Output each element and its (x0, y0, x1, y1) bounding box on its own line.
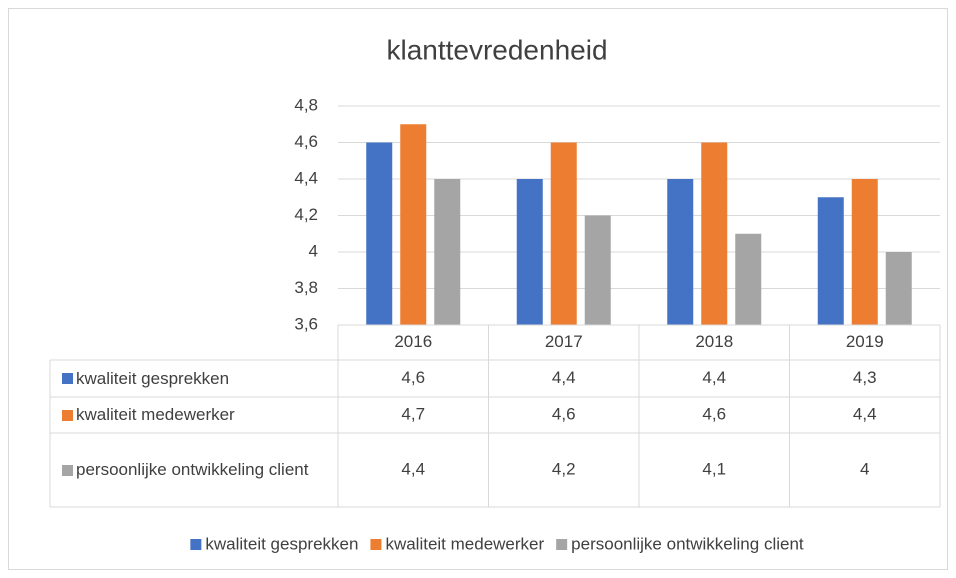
bar (516, 179, 543, 325)
y-tick-label: 4,2 (294, 205, 318, 224)
x-tick-label: 2016 (394, 332, 432, 351)
legend-label: persoonlijke ontwikkeling client (571, 534, 804, 553)
y-tick-label: 3,6 (294, 314, 318, 333)
table-value: 4,4 (702, 368, 726, 387)
y-tick-label: 4 (309, 241, 318, 260)
row-label-text: persoonlijke ontwikkeling client (76, 460, 309, 479)
table-row-label: kwaliteit gesprekken (50, 360, 338, 397)
x-tick-label: 2017 (545, 332, 583, 351)
row-label-text: kwaliteit medewerker (76, 405, 235, 424)
bar (817, 197, 844, 325)
legend-key (190, 539, 202, 550)
legend-key (556, 539, 568, 550)
bar (701, 142, 728, 325)
table-value: 4,6 (401, 368, 425, 387)
y-tick-label: 4,6 (294, 132, 318, 151)
table-value: 4,4 (552, 368, 576, 387)
bar (735, 233, 762, 325)
table-value: 4,1 (702, 459, 726, 478)
row-label-text: kwaliteit gesprekken (76, 368, 230, 388)
x-tick-label: 2018 (695, 332, 733, 351)
table-value: 4,4 (853, 404, 877, 423)
bar (885, 252, 912, 325)
table-value: 4,2 (552, 459, 576, 478)
table-row-label: kwaliteit medewerker (50, 397, 338, 433)
table-value: 4,4 (401, 459, 425, 478)
row-label: kwaliteit gesprekken (50, 360, 338, 397)
legend-label: kwaliteit gesprekken (205, 534, 358, 553)
table-value: 4 (860, 459, 869, 478)
bar (366, 142, 393, 325)
bar (584, 215, 611, 325)
bar (667, 179, 694, 325)
y-tick-label: 4,8 (294, 95, 318, 114)
x-tick-label: 2019 (846, 332, 884, 351)
y-tick-label: 4,4 (294, 168, 318, 187)
legend-key (370, 539, 382, 550)
row-label: persoonlijke ontwikkeling client (50, 433, 338, 507)
chart-title: klanttevredenheid (386, 34, 607, 65)
bar (400, 124, 427, 325)
table-value: 4,6 (702, 404, 726, 423)
legend-label: kwaliteit medewerker (385, 534, 544, 553)
table-value: 4,6 (552, 404, 576, 423)
row-label: kwaliteit medewerker (50, 397, 338, 433)
legend-key (62, 464, 73, 476)
bar (434, 179, 461, 325)
legend-key (62, 373, 73, 384)
table-value: 4,3 (853, 368, 877, 387)
table-row-label: persoonlijke ontwikkeling client (50, 433, 338, 507)
legend: kwaliteit gesprekken kwaliteit medewerker… (190, 534, 804, 553)
legend-key (62, 409, 73, 421)
table-value: 4,7 (401, 404, 425, 423)
bar (550, 142, 577, 325)
bar (851, 179, 878, 325)
y-tick-label: 3,8 (294, 278, 318, 297)
